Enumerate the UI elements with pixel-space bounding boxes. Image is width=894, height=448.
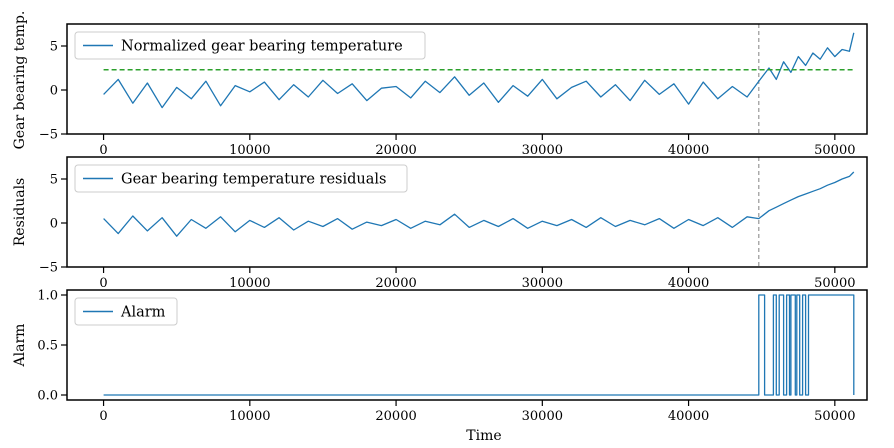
y-tick-label: −5 [39,128,58,143]
legend-box [74,164,408,193]
x-axis-label: Time [466,428,501,444]
y-tick-label: 5 [50,40,58,55]
legend: Gear bearing temperature residuals [74,164,408,193]
y-tick-label: 0 [50,84,58,99]
x-tick-label: 50000 [814,409,855,424]
legend: Alarm [74,297,178,326]
x-tick-label: 30000 [522,409,563,424]
x-tick-label: 10000 [229,143,270,158]
y-axis-label: Gear bearing temp. [12,11,28,150]
x-tick-label: 40000 [668,276,709,291]
y-tick-label: 0.0 [37,389,58,404]
x-tick-label: 20000 [375,276,416,291]
panel-2: 0 10000 20000 30000 40000 50000 −5 0 5 Residuals G… [12,156,868,291]
series-line [103,294,855,396]
x-tick-label: 20000 [375,409,416,424]
x-tick-label: 10000 [229,409,270,424]
x-tick-label: 40000 [668,409,709,424]
legend-box [74,31,426,60]
x-tick-label: 50000 [814,276,855,291]
x-tick-label: 10000 [229,276,270,291]
axes-frame [66,289,868,401]
y-tick-label: 0.5 [37,339,58,354]
x-tick-label: 30000 [522,143,563,158]
axes-frame [66,156,868,268]
legend: Normalized gear bearing temperature [74,31,426,60]
axes-frame [66,23,868,135]
x-tick-label: 0 [99,409,107,424]
legend-label: Gear bearing temperature residuals [121,172,386,188]
x-tick-label: 20000 [375,143,416,158]
series-line [103,171,855,237]
y-tick-label: −5 [39,261,58,276]
legend-label: Alarm [120,305,166,321]
x-tick-label: 0 [99,276,107,291]
series-line [103,32,855,109]
x-tick-label: 50000 [814,143,855,158]
panel-1: 0 10000 20000 30000 40000 50000 −5 0 5 Gear beari… [12,11,868,158]
panel-3: 0 10000 20000 30000 40000 50000 0.0 0.5 1.0 Alarm… [12,289,868,444]
y-tick-label: 5 [50,173,58,188]
x-tick-label: 40000 [668,143,709,158]
legend-label: Normalized gear bearing temperature [121,39,403,55]
y-axis-label: Residuals [12,178,28,246]
y-axis-label: Alarm [12,324,28,368]
x-tick-label: 30000 [522,276,563,291]
y-tick-label: 1.0 [37,289,58,304]
x-tick-label: 0 [99,143,107,158]
legend-box [74,297,178,326]
y-tick-label: 0 [50,217,58,232]
